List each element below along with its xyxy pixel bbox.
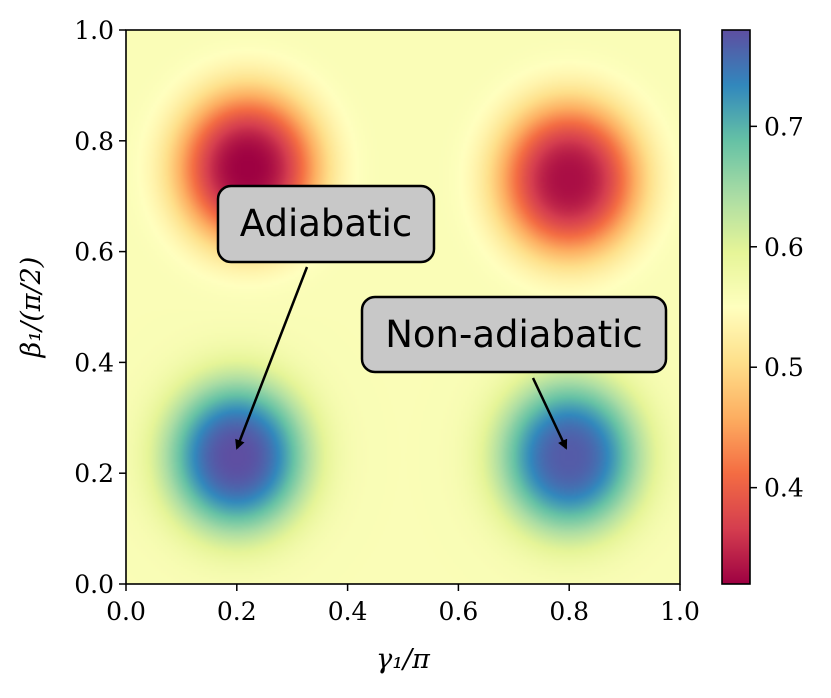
x-tick-label: 0.8	[549, 597, 589, 626]
colorbar-tick-label: 0.4	[764, 474, 804, 503]
annotation-arrow-non-adiabatic	[531, 377, 568, 450]
x-tick-label: 1.0	[660, 597, 700, 626]
x-tick-label: 0.6	[439, 597, 479, 626]
x-tick-label: 0.4	[328, 597, 368, 626]
y-tick-label: 0.8	[74, 127, 114, 156]
annotation-adiabatic: Adiabatic	[216, 184, 436, 450]
annotation-non-adiabatic: Non-adiabatic	[360, 295, 668, 450]
y-tick-label: 1.0	[74, 16, 114, 45]
colorbar-tick-label: 0.7	[764, 112, 804, 141]
y-tick-label: 0.2	[74, 459, 114, 488]
y-axis-label: β₁/(π/2)	[16, 257, 47, 359]
colorbar-gradient	[722, 30, 750, 584]
annotation-label-non-adiabatic: Non-adiabatic	[385, 313, 643, 356]
colorbar-frame	[721, 29, 751, 585]
colorbar-ticks: 0.4 0.5 0.6 0.7	[750, 112, 804, 503]
y-tick-label: 0.0	[74, 570, 114, 599]
plot-frame	[125, 29, 681, 585]
annotation-label-adiabatic: Adiabatic	[240, 202, 412, 245]
y-tick-label: 0.4	[74, 348, 114, 377]
x-axis-ticks: 0.0 0.2 0.4 0.6 0.8 1.0	[106, 584, 700, 626]
y-tick-label: 0.6	[74, 238, 114, 267]
y-axis-ticks: 0.0 0.2 0.4 0.6 0.8 1.0	[74, 16, 126, 599]
annotation-box-adiabatic	[216, 184, 436, 264]
annotation-box-non-adiabatic	[360, 295, 668, 374]
x-axis-label: γ₁/π	[376, 644, 431, 675]
x-tick-label: 0.2	[217, 597, 257, 626]
colorbar-tick-label: 0.6	[764, 233, 804, 262]
colorbar-tick-label: 0.5	[764, 353, 804, 382]
x-tick-label: 0.0	[106, 597, 146, 626]
annotation-arrow-adiabatic	[235, 266, 309, 450]
